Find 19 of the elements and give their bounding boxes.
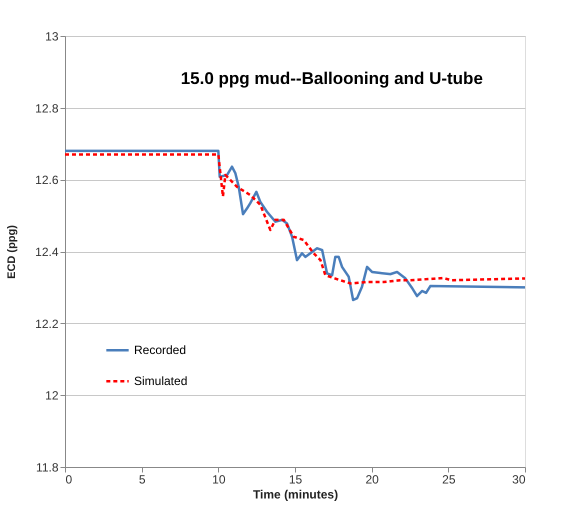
legend-label: Recorded (134, 343, 186, 358)
y-tick-label: 12.4 (35, 245, 59, 259)
x-tick-label: 10 (212, 472, 226, 486)
x-tick-label: 15 (288, 472, 302, 486)
text: 15.0 ppg mud--Ballooning and U-tube (180, 69, 483, 88)
x-tick-label: 25 (442, 472, 456, 486)
y-tick-label: 13 (45, 30, 59, 44)
y-tick-label: 11.8 (36, 460, 59, 474)
y-tick-label: 12.2 (35, 316, 59, 331)
legend-label: Simulated (134, 374, 188, 388)
x-axis-title: Time (minutes) (252, 488, 338, 502)
x-tick-label: 30 (512, 472, 526, 486)
y-tick-label: 12.6 (35, 173, 59, 188)
y-axis-title: ECD (ppg) (6, 224, 18, 279)
y-tick-label: 12.8 (35, 101, 59, 116)
x-tick-label: 20 (365, 472, 380, 486)
x-tick-label: 5 (138, 472, 146, 486)
x-tick-label: 0 (66, 472, 72, 486)
y-tick-label: 12 (45, 388, 59, 403)
